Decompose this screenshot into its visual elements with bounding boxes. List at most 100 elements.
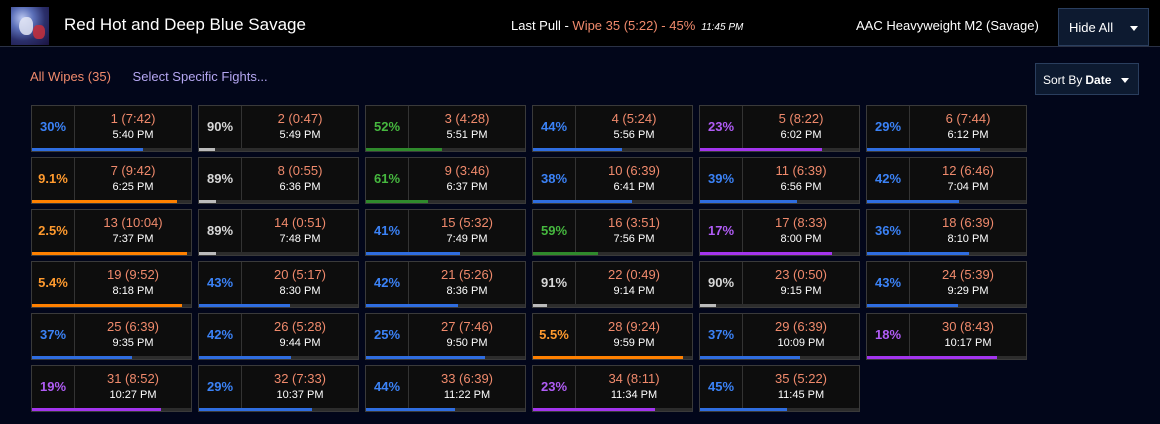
fight-card[interactable]: 43% 20 (5:17) 8:30 PM <box>198 261 359 308</box>
fight-progress-bar <box>700 408 859 411</box>
fight-card[interactable]: 37% 29 (6:39) 10:09 PM <box>699 313 860 360</box>
fight-progress-fill <box>32 200 177 203</box>
fight-progress-fill <box>867 200 960 203</box>
fight-progress-bar <box>366 408 525 411</box>
last-pull-label: Last Pull - <box>511 18 573 33</box>
fight-card[interactable]: 61% 9 (3:46) 6:37 PM <box>365 157 526 204</box>
card-divider <box>241 158 242 200</box>
fight-boss-percent: 42% <box>206 327 234 342</box>
fight-card[interactable]: 29% 6 (7:44) 6:12 PM <box>866 105 1027 152</box>
fight-label: 5 (8:22) <box>778 111 824 126</box>
fight-card[interactable]: 43% 24 (5:39) 9:29 PM <box>866 261 1027 308</box>
fight-card[interactable]: 38% 10 (6:39) 6:41 PM <box>532 157 693 204</box>
fight-card[interactable]: 41% 15 (5:32) 7:49 PM <box>365 209 526 256</box>
fight-label: 35 (5:22) <box>774 371 828 386</box>
fight-card[interactable]: 44% 33 (6:39) 11:22 PM <box>365 365 526 412</box>
fight-progress-bar <box>533 304 692 307</box>
fight-card[interactable]: 5.4% 19 (9:52) 8:18 PM <box>31 261 192 308</box>
fight-label: 29 (6:39) <box>774 319 828 334</box>
fight-progress-fill <box>366 200 428 203</box>
fight-boss-percent: 44% <box>540 119 568 134</box>
fight-card[interactable]: 89% 8 (0:55) 6:36 PM <box>198 157 359 204</box>
fight-card[interactable]: 90% 23 (0:50) 9:15 PM <box>699 261 860 308</box>
hide-all-dropdown[interactable]: Hide All <box>1058 8 1149 46</box>
fight-boss-percent: 91% <box>540 275 568 290</box>
fight-progress-bar <box>867 356 1026 359</box>
fight-boss-percent: 42% <box>373 275 401 290</box>
fight-label: 14 (0:51) <box>273 215 327 230</box>
fight-card[interactable]: 89% 14 (0:51) 7:48 PM <box>198 209 359 256</box>
fight-boss-percent: 2.5% <box>38 223 68 238</box>
fight-card[interactable]: 29% 32 (7:33) 10:37 PM <box>198 365 359 412</box>
fight-card[interactable]: 59% 16 (3:51) 7:56 PM <box>532 209 693 256</box>
fight-card[interactable]: 44% 4 (5:24) 5:56 PM <box>532 105 693 152</box>
card-divider <box>241 314 242 356</box>
card-divider <box>408 262 409 304</box>
fight-label: 28 (9:24) <box>607 319 661 334</box>
fight-card[interactable]: 90% 2 (0:47) 5:49 PM <box>198 105 359 152</box>
chevron-down-icon <box>1130 26 1138 31</box>
fight-start-time: 6:25 PM <box>112 181 154 193</box>
fight-progress-bar <box>199 200 358 203</box>
fight-progress-bar <box>700 200 859 203</box>
fight-progress-fill <box>199 252 217 255</box>
fight-label: 1 (7:42) <box>110 111 156 126</box>
fight-card[interactable]: 36% 18 (6:39) 8:10 PM <box>866 209 1027 256</box>
card-divider <box>408 158 409 200</box>
fight-card[interactable]: 37% 25 (6:39) 9:35 PM <box>31 313 192 360</box>
select-specific-fights-link[interactable]: Select Specific Fights... <box>132 69 268 84</box>
fight-boss-percent: 52% <box>373 119 401 134</box>
fight-card[interactable]: 18% 30 (8:43) 10:17 PM <box>866 313 1027 360</box>
fight-start-time: 6:12 PM <box>947 129 989 141</box>
card-divider <box>241 262 242 304</box>
report-title: Red Hot and Deep Blue Savage <box>64 15 306 34</box>
fight-start-time: 8:36 PM <box>446 285 488 297</box>
card-divider <box>909 314 910 356</box>
fight-card[interactable]: 30% 1 (7:42) 5:40 PM <box>31 105 192 152</box>
fight-card[interactable]: 2.5% 13 (10:04) 7:37 PM <box>31 209 192 256</box>
fight-label: 24 (5:39) <box>941 267 995 282</box>
card-divider <box>575 158 576 200</box>
fight-card[interactable]: 17% 17 (8:33) 8:00 PM <box>699 209 860 256</box>
fight-progress-bar <box>366 356 525 359</box>
card-divider <box>575 366 576 408</box>
fight-boss-percent: 44% <box>373 379 401 394</box>
fight-card[interactable]: 23% 5 (8:22) 6:02 PM <box>699 105 860 152</box>
card-divider <box>909 262 910 304</box>
card-divider <box>74 262 75 304</box>
fight-start-time: 8:00 PM <box>780 233 822 245</box>
fight-progress-bar <box>533 408 692 411</box>
fight-card[interactable]: 42% 26 (5:28) 9:44 PM <box>198 313 359 360</box>
fight-progress-fill <box>533 356 684 359</box>
card-divider <box>575 262 576 304</box>
fight-card[interactable]: 9.1% 7 (9:42) 6:25 PM <box>31 157 192 204</box>
sort-by-text: Sort By <box>1043 73 1083 87</box>
fight-progress-fill <box>32 252 188 255</box>
fight-card[interactable]: 42% 12 (6:46) 7:04 PM <box>866 157 1027 204</box>
all-wipes-link[interactable]: All Wipes (35) <box>30 69 111 84</box>
fight-boss-percent: 37% <box>39 327 67 342</box>
fight-card[interactable]: 5.5% 28 (9:24) 9:59 PM <box>532 313 693 360</box>
fight-progress-fill <box>700 304 716 307</box>
card-divider <box>909 210 910 252</box>
fight-card[interactable]: 19% 31 (8:52) 10:27 PM <box>31 365 192 412</box>
fight-card[interactable]: 42% 21 (5:26) 8:36 PM <box>365 261 526 308</box>
fight-progress-bar <box>32 408 191 411</box>
top-bar: Red Hot and Deep Blue Savage Last Pull -… <box>0 0 1160 47</box>
fight-card[interactable]: 45% 35 (5:22) 11:45 PM <box>699 365 860 412</box>
fight-card[interactable]: 25% 27 (7:46) 9:50 PM <box>365 313 526 360</box>
fight-progress-bar <box>700 304 859 307</box>
fight-card[interactable]: 52% 3 (4:28) 5:51 PM <box>365 105 526 152</box>
fight-progress-bar <box>32 148 191 151</box>
fight-progress-bar <box>199 408 358 411</box>
fight-label: 8 (0:55) <box>277 163 323 178</box>
encounter-name: AAC Heavyweight M2 (Savage) <box>856 18 1039 33</box>
sort-by-dropdown[interactable]: Sort By Date <box>1035 63 1139 95</box>
fight-progress-bar <box>700 252 859 255</box>
fight-boss-percent: 90% <box>707 275 735 290</box>
fight-card[interactable]: 23% 34 (8:11) 11:34 PM <box>532 365 693 412</box>
fight-card[interactable]: 91% 22 (0:49) 9:14 PM <box>532 261 693 308</box>
fight-card[interactable]: 39% 11 (6:39) 6:56 PM <box>699 157 860 204</box>
card-divider <box>742 210 743 252</box>
fight-boss-percent: 37% <box>707 327 735 342</box>
